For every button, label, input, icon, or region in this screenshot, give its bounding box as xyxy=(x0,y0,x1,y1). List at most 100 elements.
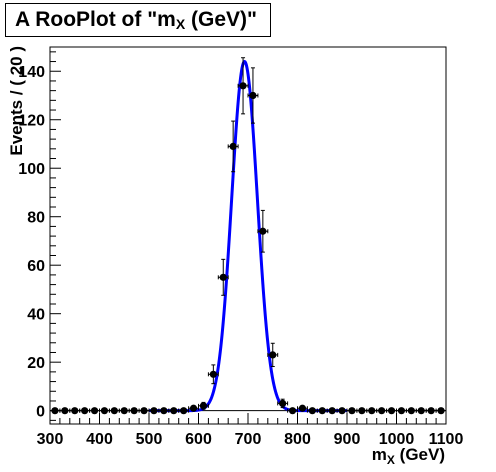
data-point xyxy=(376,407,388,415)
plot-frame xyxy=(49,46,447,425)
data-marker xyxy=(279,399,287,407)
data-marker xyxy=(140,407,148,415)
x-tick-label: 1000 xyxy=(379,431,415,448)
data-marker xyxy=(150,407,158,415)
data-point xyxy=(207,364,219,385)
data-marker xyxy=(239,82,247,90)
data-marker xyxy=(209,370,217,378)
data-marker xyxy=(259,227,267,235)
data-point xyxy=(257,209,269,253)
data-point xyxy=(306,407,318,415)
data-point xyxy=(346,407,358,415)
x-tick-label: 800 xyxy=(284,431,311,448)
data-point xyxy=(405,407,417,415)
data-marker xyxy=(90,407,99,415)
x-axis-label-main: m xyxy=(372,445,387,464)
data-point xyxy=(188,404,199,412)
data-point xyxy=(287,407,298,415)
data-point xyxy=(415,407,427,415)
y-tick-label: 20 xyxy=(27,355,45,372)
x-tick-label: 1100 xyxy=(429,431,464,448)
data-marker xyxy=(180,407,188,415)
x-tick-label: 900 xyxy=(334,431,361,448)
data-point xyxy=(435,407,447,415)
data-marker xyxy=(288,407,297,415)
data-point xyxy=(247,67,259,124)
x-axis-label-suffix: (GeV) xyxy=(395,445,445,464)
data-marker xyxy=(328,407,336,415)
data-marker xyxy=(199,402,208,410)
curve-layer xyxy=(149,59,347,413)
data-marker xyxy=(407,407,415,415)
chart-title-prefix: A RooPlot of "m xyxy=(15,8,176,31)
x-tick-label: 500 xyxy=(136,431,163,448)
axes-layer: 300 400 500 600 700 800 900 1000 1100 0 20 40 60 80 10… xyxy=(18,51,464,448)
data-point xyxy=(316,407,328,415)
y-tick-label: 40 xyxy=(27,307,45,324)
data-point xyxy=(69,407,81,415)
y-tick-label: 80 xyxy=(27,210,45,227)
data-point xyxy=(356,407,368,415)
data-point xyxy=(237,57,249,115)
data-marker xyxy=(318,407,326,415)
data-marker xyxy=(130,407,138,415)
data-point xyxy=(425,407,437,415)
data-marker xyxy=(358,407,366,415)
data-point xyxy=(198,401,209,410)
data-marker xyxy=(338,407,346,415)
data-point xyxy=(118,407,130,415)
y-tick-label: 140 xyxy=(18,64,45,81)
data-marker xyxy=(298,404,307,412)
data-point xyxy=(128,407,140,415)
x-axis-label: mX (GeV) xyxy=(372,445,445,467)
data-point xyxy=(49,407,61,415)
data-marker xyxy=(368,407,376,415)
data-marker xyxy=(160,407,168,415)
fit-curve xyxy=(149,59,347,413)
data-point xyxy=(217,258,229,296)
data-marker xyxy=(378,407,386,415)
data-marker xyxy=(229,142,237,151)
data-marker xyxy=(387,407,396,415)
data-marker xyxy=(269,351,277,359)
points-layer xyxy=(49,57,447,415)
data-marker xyxy=(51,407,59,415)
y-tick-label: 120 xyxy=(18,113,45,130)
data-marker xyxy=(120,407,128,415)
data-marker xyxy=(110,407,118,415)
data-marker xyxy=(170,407,178,415)
data-point xyxy=(297,404,308,412)
data-point xyxy=(178,407,190,415)
y-tick-label: 60 xyxy=(27,258,45,275)
data-marker xyxy=(61,407,69,415)
data-marker xyxy=(249,91,257,100)
data-point xyxy=(386,407,397,415)
data-point xyxy=(148,407,160,415)
data-point xyxy=(158,407,170,415)
data-point xyxy=(108,407,120,415)
data-point xyxy=(277,398,289,409)
data-point xyxy=(99,407,110,415)
data-point xyxy=(396,407,407,415)
x-tick-label: 400 xyxy=(86,431,113,448)
data-marker xyxy=(417,407,425,415)
data-point xyxy=(89,407,100,415)
chart-title-subscript: X xyxy=(175,16,186,32)
data-point xyxy=(267,342,279,368)
data-marker xyxy=(308,407,316,415)
data-marker xyxy=(81,407,89,415)
data-marker xyxy=(397,407,406,415)
y-tick-label: 100 xyxy=(18,161,45,178)
data-marker xyxy=(189,404,198,412)
chart-title-suffix: (GeV)" xyxy=(185,8,257,31)
data-point xyxy=(168,407,180,415)
data-point xyxy=(79,407,91,415)
data-marker xyxy=(348,407,356,415)
chart-title: A RooPlot of "mX (GeV)" xyxy=(5,3,271,37)
data-point xyxy=(366,407,378,415)
x-axis-label-subscript: X xyxy=(387,453,395,467)
data-marker xyxy=(427,407,435,415)
x-tick-label: 300 xyxy=(37,431,64,448)
